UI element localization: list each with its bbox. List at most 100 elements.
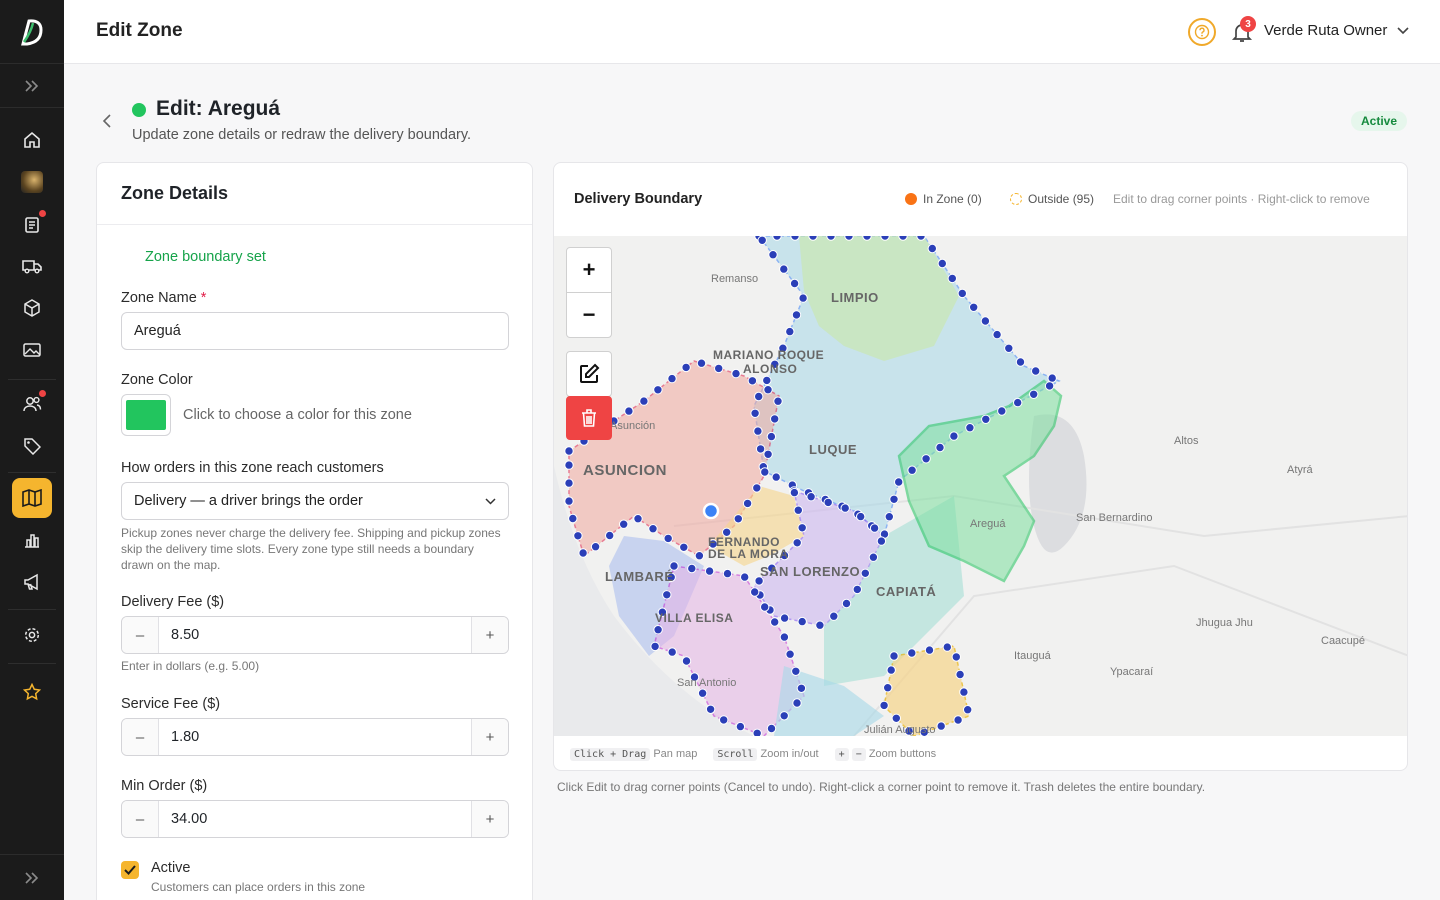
boundary-vertex[interactable] [779,632,790,642]
boundary-vertex[interactable] [750,408,760,419]
boundary-vertex[interactable] [1013,397,1023,408]
boundary-vertex[interactable] [792,538,802,548]
sidebar-item-delivery[interactable] [12,246,52,286]
boundary-vertex[interactable] [719,715,729,725]
boundary-vertex[interactable] [633,514,643,524]
app-logo[interactable] [0,0,64,64]
boundary-vertex[interactable] [573,531,583,541]
boundary-vertex[interactable] [785,326,795,337]
sidebar-item-promotions[interactable] [12,426,52,466]
boundary-vertex[interactable] [733,514,744,524]
delivery-fee-input[interactable]: 8.50 [158,617,472,653]
min-order-input[interactable]: 34.00 [158,801,472,837]
boundary-vertex[interactable] [778,343,788,353]
boundary-vertex[interactable] [862,236,872,241]
zone-lambare[interactable] [609,536,704,656]
boundary-vertex[interactable] [653,625,663,635]
zone-fernando[interactable] [709,486,804,566]
sidebar-item-favorites[interactable] [12,672,52,712]
color-picker-button[interactable] [121,394,171,436]
boundary-vertex[interactable] [793,505,804,515]
expand-sidebar-icon[interactable] [0,64,64,108]
boundary-vertex[interactable] [886,665,896,675]
boundary-vertex[interactable] [755,444,766,454]
boundary-vertex[interactable] [763,385,773,395]
boundary-vertex[interactable] [760,467,770,477]
boundary-vertex[interactable] [714,363,724,374]
boundary-vertex[interactable] [963,705,973,715]
boundary-vertex[interactable] [789,487,800,498]
boundary-vertex[interactable] [965,423,975,433]
boundary-vertex[interactable] [904,726,914,736]
increment-button[interactable]: + [472,719,508,755]
sidebar-item-zones[interactable] [12,478,52,518]
help-icon[interactable] [1188,18,1216,46]
boundary-vertex[interactable] [916,236,926,241]
boundary-vertex[interactable] [639,396,649,406]
zone-south[interactable] [774,666,884,736]
boundary-vertex[interactable] [663,533,673,544]
increment-button[interactable]: + [472,617,508,653]
boundary-vertex[interactable] [747,376,758,386]
sidebar-item-orders[interactable] [12,204,52,244]
boundary-vertex[interactable] [790,236,800,241]
zone-name-input[interactable]: Areguá [121,312,509,350]
boundary-vertex[interactable] [657,607,668,617]
boundary-vertex[interactable] [696,358,707,368]
boundary-vertex[interactable] [708,539,718,549]
boundary-vertex[interactable] [1029,389,1039,400]
boundary-vertex[interactable] [742,498,753,509]
boundary-vertex[interactable] [879,700,889,711]
boundary-vertex[interactable] [868,552,879,562]
decrement-button[interactable]: – [122,617,158,653]
boundary-vertex[interactable] [564,496,574,506]
boundary-vertex[interactable] [568,513,578,524]
boundary-vertex[interactable] [947,273,957,284]
boundary-vertex[interactable] [770,617,780,627]
boundary-vertex[interactable] [689,672,700,682]
boundary-vertex[interactable] [662,590,672,600]
boundary-vertex[interactable] [907,648,917,658]
sidebar-item-media[interactable] [12,330,52,370]
boundary-vertex[interactable] [889,651,899,661]
boundary-vertex[interactable] [1031,366,1041,376]
boundary-vertex[interactable] [766,723,777,734]
boundary-vertex[interactable] [605,530,615,541]
boundary-vertex[interactable] [889,494,899,504]
zone-limpio[interactable] [799,236,959,361]
boundary-vertex[interactable] [667,373,677,384]
boundary-vertex[interactable] [789,278,800,289]
boundary-vertex[interactable] [752,483,762,493]
boundary-vertex[interactable] [667,647,677,657]
boundary-vertex[interactable] [959,687,969,697]
user-menu[interactable]: Verde Ruta Owner [1264,22,1409,39]
boundary-vertex[interactable] [880,236,890,241]
boundary-vertex[interactable] [648,524,658,534]
boundary-vertex[interactable] [770,414,780,424]
boundary-vertex[interactable] [722,568,733,579]
sidebar-item-settings[interactable] [12,615,52,655]
boundary-vertex[interactable] [735,721,746,732]
boundary-vertex[interactable] [815,620,825,630]
boundary-vertex[interactable] [771,472,781,482]
boundary-vertex[interactable] [876,536,887,546]
boundary-vertex[interactable] [704,566,715,576]
sidebar-item-store[interactable] [12,162,52,202]
boundary-vertex[interactable] [770,359,780,370]
boundary-vertex[interactable] [763,449,773,460]
service-fee-input[interactable]: 1.80 [158,719,472,755]
boundary-vertex[interactable] [785,649,795,659]
boundary-vertex[interactable] [752,728,762,736]
zoom-in-button[interactable]: + [566,247,612,293]
zone-aregua-selected[interactable] [897,379,1063,583]
boundary-vertex[interactable] [806,492,816,502]
boundary-vertex[interactable] [578,548,588,558]
boundary-vertex[interactable] [883,683,893,693]
boundary-vertex[interactable] [796,683,807,693]
boundary-vertex[interactable] [927,243,937,254]
boundary-vertex[interactable] [740,572,750,582]
boundary-vertex[interactable] [951,652,961,662]
boundary-vertex[interactable] [564,460,574,470]
delete-boundary-button[interactable] [566,396,612,440]
expand-sidebar-bottom-icon[interactable] [0,854,64,900]
